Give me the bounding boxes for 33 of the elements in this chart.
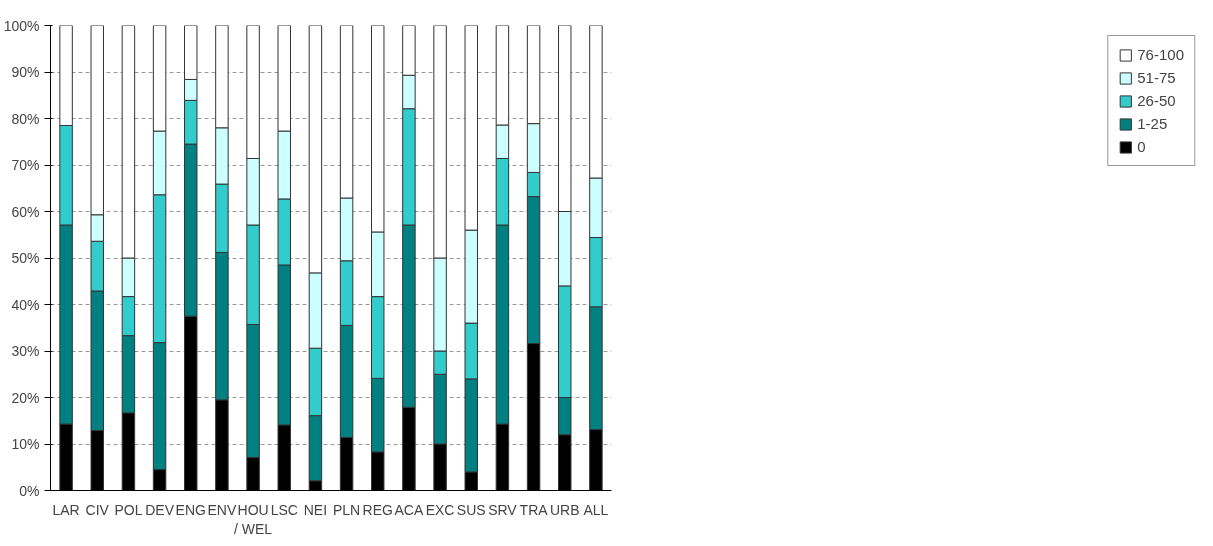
y-tick-label: 40% [11, 296, 40, 313]
y-tick-label: 0% [19, 482, 40, 499]
legend-label: 76-100 [1137, 46, 1184, 63]
x-tick-label: ACA [394, 501, 424, 518]
x-tick-label: ENV [207, 501, 237, 518]
x-tick-label: PLN [332, 501, 361, 518]
x-tick-label: EXC [425, 501, 455, 518]
y-tick-label: 60% [11, 203, 40, 220]
x-tick-label: TRA [519, 501, 549, 518]
x-tick-label: SRV [488, 501, 518, 518]
x-tick-label: POL [114, 501, 143, 518]
y-tick-label: 80% [11, 110, 40, 127]
x-tick-label: CIV [85, 501, 110, 518]
y-tick-label: 70% [11, 157, 40, 173]
x-tick-label: SUS [456, 501, 486, 518]
y-tick-label: 90% [11, 64, 40, 80]
x-tick-label: LSC [270, 501, 298, 518]
y-tick-label: 20% [11, 389, 40, 406]
x-tick-label: ENG [175, 501, 206, 518]
y-tick-label: 30% [11, 343, 40, 359]
legend-label: 0 [1137, 138, 1147, 155]
legend-label: 1-25 [1137, 115, 1168, 132]
legend-label: 26-50 [1137, 92, 1176, 109]
x-tick-label: NEI [303, 501, 328, 518]
x-tick-label: REG [362, 501, 393, 518]
x-tick-label: LAR [52, 501, 80, 518]
x-tick-label: DEV [145, 501, 175, 518]
legend-label: 51-75 [1137, 69, 1176, 86]
y-tick-label: 100% [3, 17, 40, 34]
y-tick-label: 50% [11, 250, 40, 266]
y-tick-label: 10% [11, 436, 40, 452]
x-tick-label: URB [549, 501, 580, 518]
x-tick-label: ALL [583, 501, 609, 518]
